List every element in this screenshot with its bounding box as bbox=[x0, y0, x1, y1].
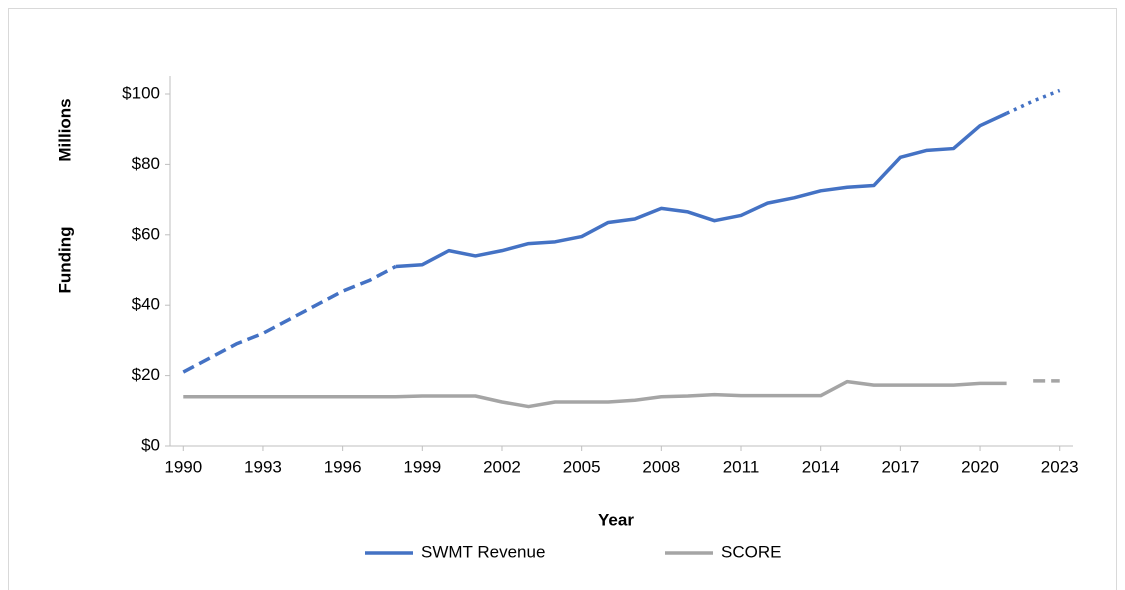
y-tick-label: $20 bbox=[132, 365, 160, 384]
y-axis-title: Funding bbox=[55, 226, 74, 293]
y-tick-label: $100 bbox=[122, 83, 160, 102]
x-tick-label: 1993 bbox=[244, 457, 282, 476]
series-line bbox=[183, 379, 1007, 409]
series-line bbox=[182, 264, 397, 374]
x-tick-label: 1990 bbox=[164, 457, 202, 476]
y-tick-label: $80 bbox=[132, 154, 160, 173]
y-axis-unit: Millions bbox=[55, 98, 74, 161]
series-line bbox=[395, 111, 1008, 269]
x-tick-label: 2002 bbox=[483, 457, 521, 476]
legend-label: SCORE bbox=[721, 542, 781, 561]
x-tick-label: 2023 bbox=[1041, 457, 1079, 476]
x-tick-label: 2011 bbox=[723, 457, 760, 476]
x-axis-title: Year bbox=[598, 510, 634, 529]
x-tick-label: 1999 bbox=[403, 457, 441, 476]
x-tick-label: 2005 bbox=[563, 457, 601, 476]
legend-label: SWMT Revenue bbox=[421, 542, 545, 561]
y-tick-label: $0 bbox=[141, 435, 160, 454]
y-tick-label: $40 bbox=[132, 295, 160, 314]
x-tick-label: 2020 bbox=[961, 457, 999, 476]
chart-frame bbox=[8, 8, 1117, 590]
series-line bbox=[1005, 88, 1061, 115]
x-tick-label: 2014 bbox=[802, 457, 840, 476]
x-tick-label: 2017 bbox=[881, 457, 919, 476]
x-tick-label: 2008 bbox=[642, 457, 680, 476]
y-tick-label: $60 bbox=[132, 224, 160, 243]
x-tick-label: 1996 bbox=[324, 457, 362, 476]
